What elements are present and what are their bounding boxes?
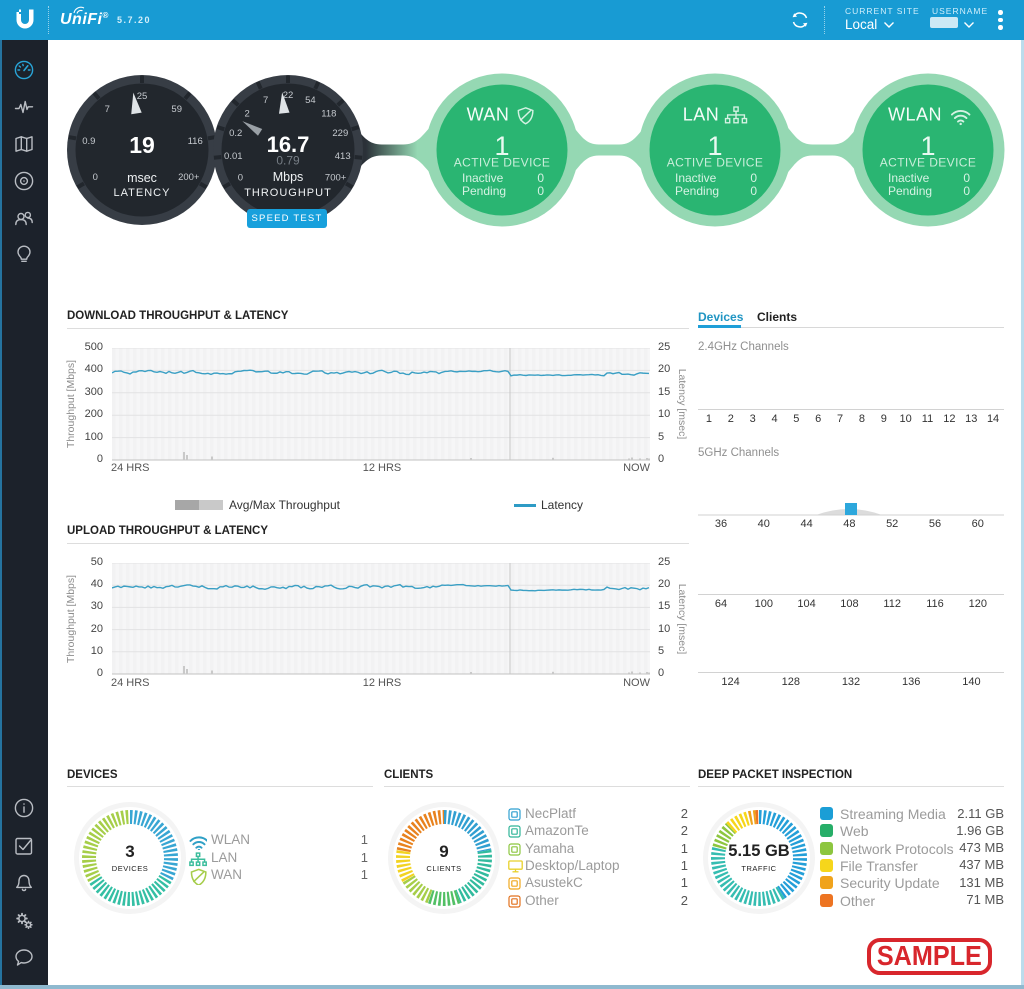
svg-text:54: 54 (305, 95, 316, 106)
svg-text:229: 229 (332, 128, 348, 139)
svg-text:22: 22 (283, 90, 294, 101)
svg-text:Inactive: Inactive (462, 171, 504, 185)
svg-text:Inactive: Inactive (888, 171, 930, 185)
svg-text:0: 0 (750, 171, 757, 185)
svg-text:118: 118 (321, 108, 336, 119)
svg-text:116: 116 (188, 136, 203, 147)
svg-text:413: 413 (335, 151, 351, 162)
svg-text:Inactive: Inactive (675, 171, 717, 185)
svg-text:0.2: 0.2 (229, 128, 242, 139)
svg-text:700+: 700+ (325, 173, 347, 184)
svg-text:7: 7 (263, 95, 268, 106)
svg-text:WAN: WAN (467, 105, 510, 125)
svg-text:1: 1 (707, 131, 722, 161)
svg-text:0: 0 (238, 173, 243, 184)
svg-text:ACTIVE DEVICE: ACTIVE DEVICE (667, 156, 764, 170)
svg-text:Mbps: Mbps (273, 170, 304, 184)
svg-text:0.79: 0.79 (276, 154, 300, 168)
svg-text:19: 19 (129, 132, 155, 158)
svg-text:0: 0 (537, 171, 544, 185)
svg-text:Pending: Pending (675, 184, 719, 198)
svg-text:0: 0 (750, 184, 757, 198)
svg-text:25: 25 (137, 91, 148, 102)
svg-text:59: 59 (171, 104, 182, 115)
svg-text:LAN: LAN (683, 105, 720, 125)
svg-text:0.9: 0.9 (82, 136, 95, 147)
svg-text:WLAN: WLAN (888, 105, 942, 125)
svg-text:Pending: Pending (888, 184, 932, 198)
svg-text:THROUGHPUT: THROUGHPUT (244, 187, 332, 199)
svg-text:0: 0 (537, 184, 544, 198)
svg-text:Pending: Pending (462, 184, 506, 198)
svg-text:LATENCY: LATENCY (114, 187, 171, 199)
svg-text:2: 2 (244, 108, 249, 119)
svg-text:7: 7 (105, 104, 110, 115)
svg-text:1: 1 (920, 131, 935, 161)
svg-text:0: 0 (963, 171, 970, 185)
svg-text:0: 0 (93, 172, 98, 183)
svg-text:1: 1 (494, 131, 509, 161)
svg-text:200+: 200+ (178, 172, 200, 183)
svg-text:msec: msec (127, 171, 157, 185)
svg-text:0: 0 (963, 184, 970, 198)
svg-text:0.01: 0.01 (224, 151, 243, 162)
svg-text:ACTIVE DEVICE: ACTIVE DEVICE (454, 156, 551, 170)
svg-text:ACTIVE DEVICE: ACTIVE DEVICE (880, 156, 977, 170)
svg-text:16.7: 16.7 (267, 132, 310, 157)
